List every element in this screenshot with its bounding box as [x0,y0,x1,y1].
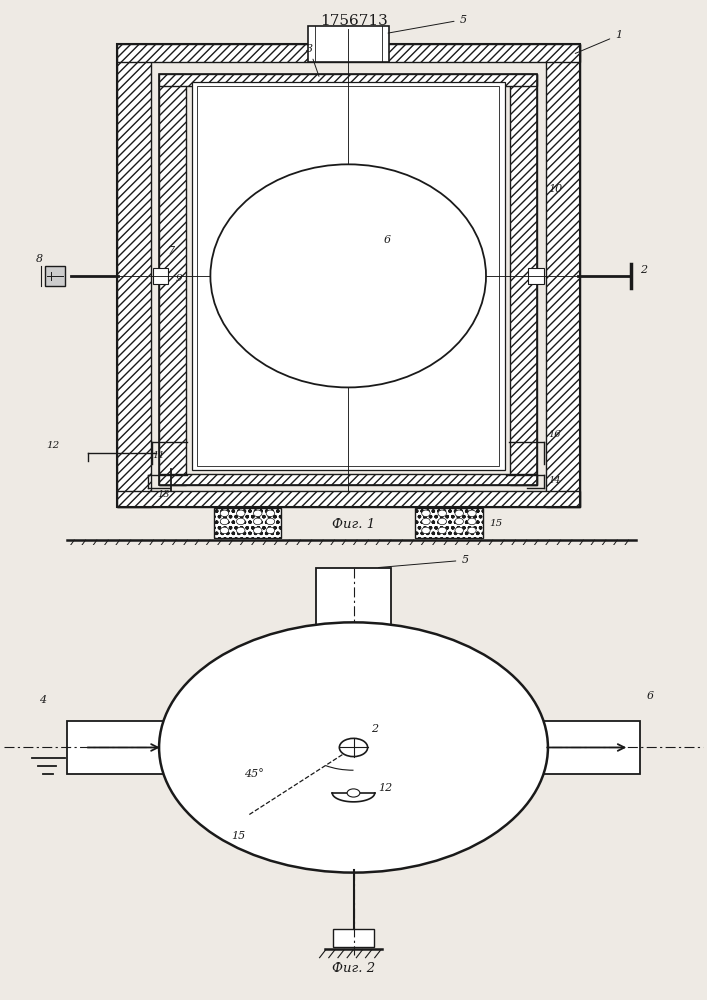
Text: 1: 1 [575,30,622,53]
Bar [537,721,640,774]
Text: 13: 13 [158,490,170,499]
Text: 15: 15 [489,519,503,528]
Text: 1756713: 1756713 [320,14,387,28]
Bar [192,82,505,470]
Text: 11: 11 [153,451,165,460]
Text: 8: 8 [35,254,42,264]
Text: 10: 10 [548,184,562,194]
Text: 2: 2 [371,724,378,734]
Circle shape [455,510,464,517]
Circle shape [468,527,477,534]
Text: Фиг. 1: Фиг. 1 [332,518,375,531]
Bar [416,508,482,538]
Circle shape [237,518,245,525]
Bar [117,491,580,507]
Text: 4: 4 [39,695,46,705]
Circle shape [339,738,368,757]
Text: Фиг. 2: Фиг. 2 [332,962,375,975]
Bar [317,568,390,627]
Text: 15: 15 [231,831,245,841]
Text: 45°: 45° [244,769,264,779]
Bar [510,74,537,485]
Circle shape [267,510,275,517]
Circle shape [221,510,229,517]
Circle shape [159,622,548,873]
Circle shape [237,527,245,534]
Circle shape [455,518,464,525]
Circle shape [468,518,477,525]
Circle shape [455,527,464,534]
Circle shape [254,527,262,534]
Text: 2: 2 [640,265,647,275]
Bar [214,508,281,538]
Circle shape [421,510,430,517]
Bar [333,929,374,947]
Circle shape [468,510,477,517]
Circle shape [438,518,447,525]
Bar [159,74,537,86]
Circle shape [221,518,229,525]
Text: 6: 6 [647,691,654,701]
Bar [117,44,580,62]
Text: 7: 7 [168,246,175,256]
Bar [159,474,537,485]
Text: 5: 5 [388,15,467,33]
Circle shape [438,527,447,534]
Text: 12: 12 [378,783,392,793]
Circle shape [267,518,275,525]
Bar [159,74,186,485]
Text: 12: 12 [46,441,59,450]
Text: 3: 3 [306,44,319,76]
Bar [117,44,580,507]
Text: 16: 16 [548,430,561,439]
Text: 5: 5 [378,555,469,568]
Bar [528,268,544,284]
Circle shape [347,789,360,797]
Bar [546,44,580,507]
Circle shape [237,510,245,517]
Text: 6: 6 [384,235,391,245]
Circle shape [267,527,275,534]
Circle shape [254,510,262,517]
Circle shape [421,518,430,525]
Bar [67,721,170,774]
Bar [117,44,151,507]
Bar [159,74,537,485]
Circle shape [221,527,229,534]
Bar [308,26,389,62]
Circle shape [421,527,430,534]
Circle shape [438,510,447,517]
Text: 9: 9 [175,274,182,283]
Bar [197,86,499,466]
Bar [153,268,168,284]
Circle shape [254,518,262,525]
Ellipse shape [211,164,486,387]
Bar [45,266,65,286]
Text: 14: 14 [548,476,561,485]
